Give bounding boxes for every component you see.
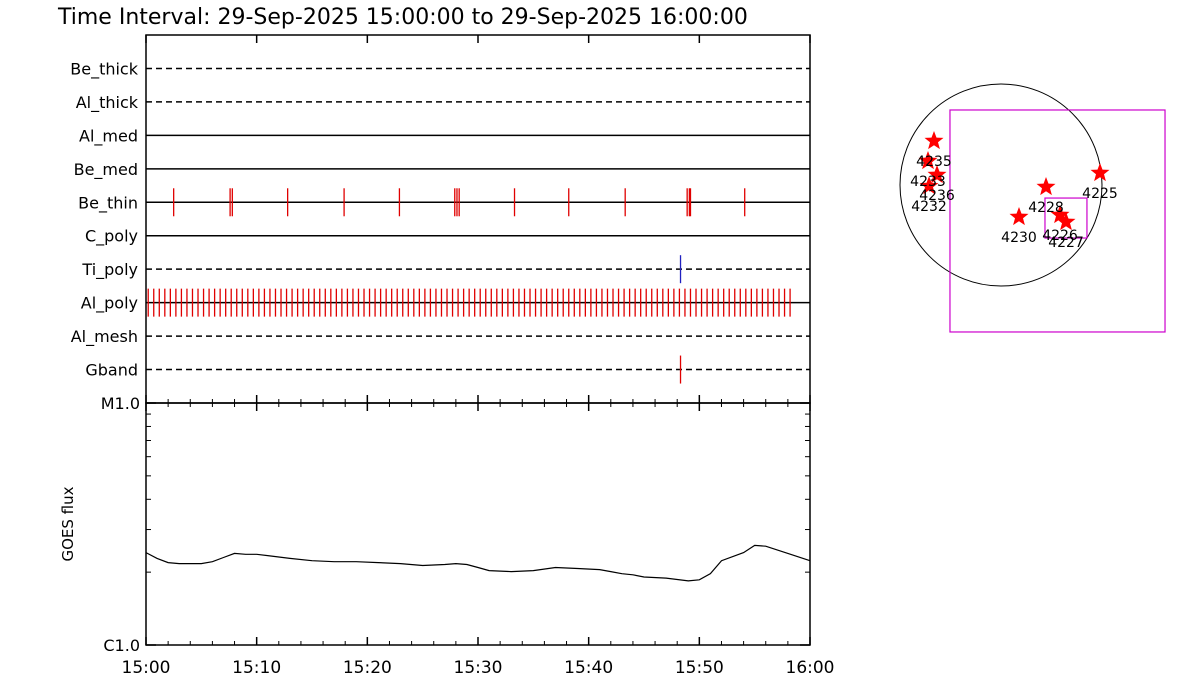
region-star	[1090, 163, 1110, 182]
x-tick-label: 16:00	[786, 658, 835, 678]
row-label: C_poly	[85, 227, 138, 247]
row-label: Be_med	[74, 160, 138, 180]
fov-box	[949, 109, 1166, 333]
x-tick-label: 15:30	[454, 658, 503, 678]
row-label: Ti_poly	[81, 260, 138, 280]
region-star	[918, 151, 938, 170]
chart-title: Time Interval: 29-Sep-2025 15:00:00 to 2…	[57, 5, 748, 30]
region-label: 4236	[919, 188, 955, 204]
y-tick-label: C1.0	[103, 636, 140, 655]
region-label: 4228	[1028, 200, 1064, 216]
x-tick-label: 15:10	[232, 658, 281, 678]
row-label: Al_mesh	[71, 327, 138, 347]
region-star	[1050, 205, 1070, 224]
row-label: Al_thick	[76, 93, 139, 113]
x-tick-label: 15:50	[675, 658, 724, 678]
fov-box	[1044, 197, 1088, 239]
region-label: 4227	[1048, 235, 1084, 251]
region-label: 4232	[911, 199, 947, 215]
x-tick-label: 15:00	[122, 658, 171, 678]
y-axis-label: GOES flux	[59, 486, 77, 561]
row-label: Be_thin	[78, 193, 138, 213]
region-label: 4230	[1001, 230, 1037, 246]
region-label: 4225	[1082, 186, 1118, 202]
row-label: Al_med	[79, 126, 138, 146]
solar-disk	[899, 83, 1103, 287]
row-label: Al_poly	[81, 294, 138, 314]
region-label: 4226	[1042, 228, 1078, 244]
x-tick-label: 15:20	[343, 658, 392, 678]
region-star	[919, 176, 939, 195]
x-tick-label: 15:40	[564, 658, 613, 678]
y-tick-label: M1.0	[101, 394, 140, 413]
region-label: 4233	[910, 174, 946, 190]
row-label: Be_thick	[70, 59, 138, 79]
region-star	[1056, 212, 1076, 231]
region-star	[927, 165, 947, 184]
plot-frame	[145, 34, 811, 404]
plot-frame	[145, 402, 811, 646]
goes-line	[145, 544, 811, 582]
region-star	[924, 131, 944, 150]
region-label: 4235	[916, 154, 952, 170]
region-star	[1036, 177, 1056, 196]
row-label: Gband	[85, 361, 138, 380]
region-star	[1009, 207, 1029, 226]
